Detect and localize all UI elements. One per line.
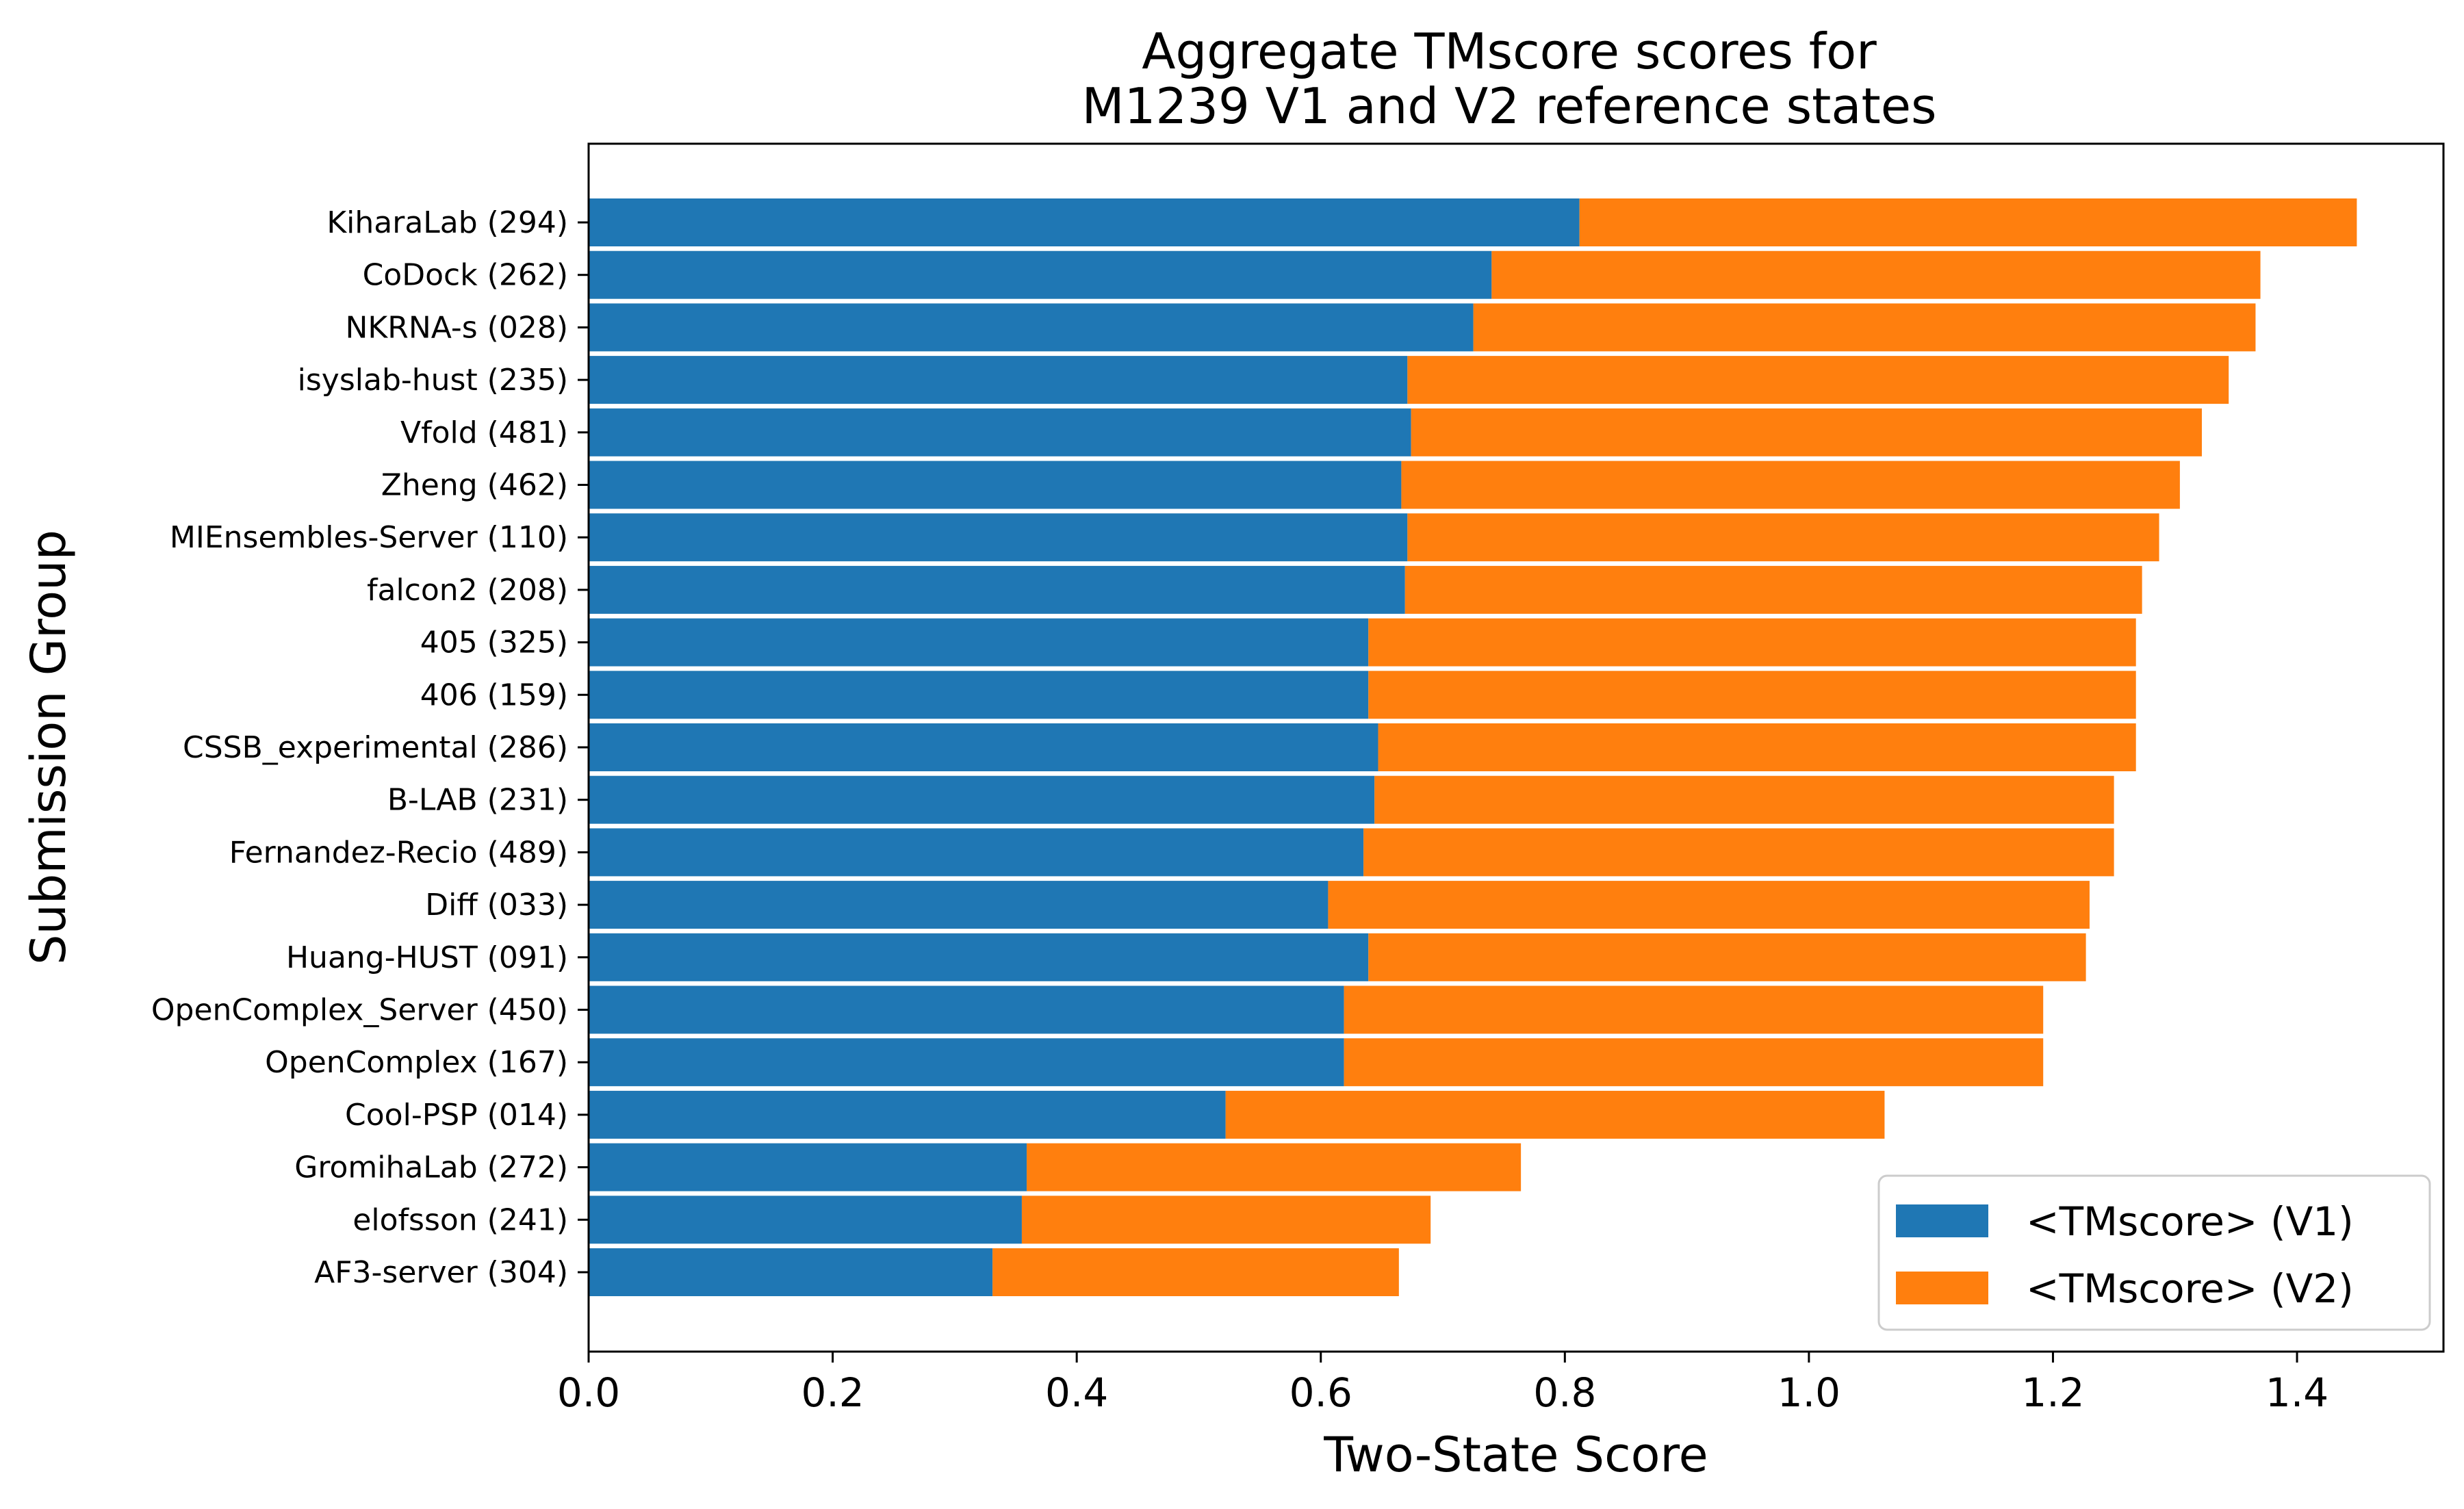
x-tick-label-6: 1.2 [2021, 1369, 2084, 1416]
legend-label-v2: <TMscore> (V2) [2026, 1265, 2354, 1312]
bar-v1-11 [589, 775, 1375, 824]
y-tick-label-7: falcon2 (208) [367, 573, 568, 608]
bar-v2-6 [1407, 513, 2159, 562]
bar-v1-14 [589, 933, 1369, 981]
y-tick-label-5: Zheng (462) [381, 468, 568, 503]
x-axis-ticks: 0.0 0.2 0.4 0.6 0.8 1.0 1.2 1.4 [557, 1352, 2328, 1416]
y-tick-label-20: AF3-server (304) [314, 1255, 568, 1290]
bar-v2-11 [1374, 775, 2114, 824]
bar-v2-10 [1378, 723, 2136, 771]
chart-title-line-1: Aggregate TMscore scores for [1142, 23, 1877, 80]
bar-v1-7 [589, 565, 1405, 614]
bar-v2-17 [1225, 1090, 1885, 1139]
x-tick-label-1: 0.2 [801, 1369, 864, 1416]
bar-v2-13 [1328, 881, 2090, 929]
y-tick-label-14: Huang-HUST (091) [286, 940, 568, 975]
x-tick-label-0: 0.0 [557, 1369, 620, 1416]
bar-v2-15 [1344, 985, 2044, 1034]
bars-group [589, 198, 2357, 1296]
y-tick-label-15: OpenComplex_Server (450) [151, 993, 568, 1028]
y-axis-label: Submission Group [21, 530, 77, 965]
bar-v1-10 [589, 723, 1378, 771]
legend: <TMscore> (V1) <TMscore> (V2) [1877, 1174, 2431, 1331]
x-tick-label-2: 0.4 [1045, 1369, 1108, 1416]
legend-swatch-v1 [1896, 1204, 1988, 1237]
bar-v2-16 [1344, 1038, 2044, 1087]
bar-v2-18 [1027, 1143, 1522, 1191]
bar-v1-17 [589, 1090, 1226, 1139]
bar-v1-5 [589, 461, 1402, 509]
bar-v1-20 [589, 1248, 993, 1296]
bar-v1-9 [589, 671, 1369, 719]
bar-v2-14 [1368, 933, 2086, 981]
bar-v2-7 [1404, 565, 2142, 614]
x-tick-label-4: 0.8 [1533, 1369, 1596, 1416]
bar-v1-15 [589, 985, 1344, 1034]
bar-v1-2 [589, 303, 1474, 352]
bar-v2-9 [1368, 671, 2136, 719]
bar-v1-0 [589, 198, 1580, 246]
x-tick-label-7: 1.4 [2266, 1369, 2328, 1416]
y-axis-ticks: KiharaLab (294) CoDock (262) NKRNA-s (028)… [151, 205, 589, 1290]
bar-v2-8 [1368, 618, 2136, 667]
bar-v1-8 [589, 618, 1369, 667]
bar-v2-3 [1407, 356, 2229, 404]
bar-v1-4 [589, 408, 1411, 456]
y-tick-label-0: KiharaLab (294) [326, 205, 568, 240]
y-tick-label-9: 406 (159) [420, 678, 568, 712]
x-axis-label: Two-State Score [1323, 1427, 1708, 1483]
bar-v2-5 [1401, 461, 2180, 509]
bar-v1-1 [589, 250, 1492, 299]
y-tick-label-6: MIEnsembles-Server (110) [170, 520, 568, 555]
bar-v1-18 [589, 1143, 1027, 1191]
y-tick-label-3: isyslab-hust (235) [298, 363, 568, 398]
y-tick-label-10: CSSB_experimental (286) [183, 730, 568, 765]
bar-v2-0 [1579, 198, 2357, 246]
legend-frame [1877, 1174, 2431, 1331]
bar-v1-13 [589, 881, 1329, 929]
y-tick-label-4: Vfold (481) [400, 415, 568, 450]
bar-v2-20 [992, 1248, 1399, 1296]
bar-v1-12 [589, 828, 1364, 877]
legend-swatch-v2 [1896, 1272, 1988, 1304]
y-tick-label-16: OpenComplex (167) [265, 1045, 568, 1080]
x-tick-label-5: 1.0 [1778, 1369, 1840, 1416]
y-tick-label-19: elofsson (241) [352, 1202, 568, 1237]
y-tick-label-8: 405 (325) [420, 625, 568, 660]
y-tick-label-13: Diff (033) [425, 888, 568, 923]
bar-v1-19 [589, 1196, 1022, 1244]
y-tick-label-17: Cool-PSP (014) [345, 1098, 568, 1133]
bar-v1-16 [589, 1038, 1344, 1087]
bar-v1-6 [589, 513, 1408, 562]
legend-label-v1: <TMscore> (V1) [2026, 1198, 2354, 1245]
y-tick-label-12: Fernandez-Recio (489) [229, 835, 568, 870]
bar-v2-4 [1411, 408, 2202, 456]
y-tick-label-18: GromihaLab (272) [294, 1150, 568, 1185]
y-tick-label-11: B-LAB (231) [387, 783, 568, 818]
y-tick-label-1: CoDock (262) [363, 258, 568, 293]
bar-v2-19 [1021, 1196, 1431, 1244]
bar-v2-12 [1363, 828, 2114, 877]
bar-v1-3 [589, 356, 1408, 404]
y-tick-label-2: NKRNA-s (028) [346, 310, 569, 345]
x-tick-label-3: 0.6 [1289, 1369, 1352, 1416]
chart-title-line-2: M1239 V1 and V2 reference states [1081, 77, 1936, 135]
bar-v2-1 [1491, 250, 2261, 299]
bar-v2-2 [1473, 303, 2256, 352]
